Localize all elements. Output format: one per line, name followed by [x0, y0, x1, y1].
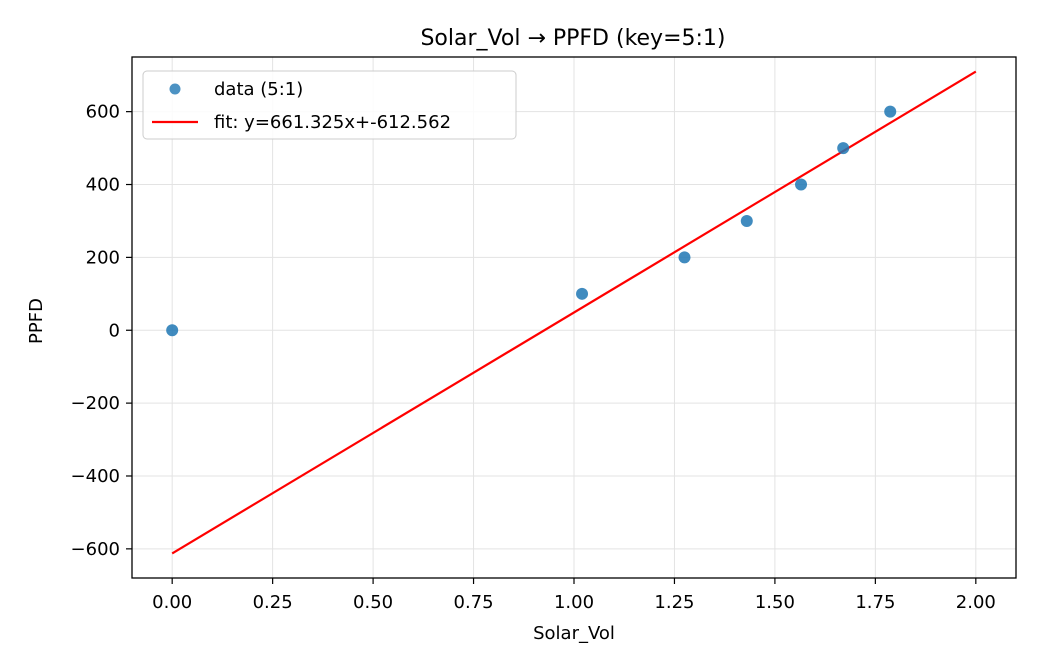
x-tick-label: 1.25 — [654, 592, 694, 613]
x-tick-label: 0.00 — [152, 592, 192, 613]
data-points — [166, 105, 897, 337]
x-tick-label: 0.50 — [353, 592, 393, 613]
y-tick-label: 0 — [109, 320, 120, 341]
x-tick-label: 0.25 — [253, 592, 293, 613]
legend-label-fit: fit: y=661.325x+-612.562 — [214, 112, 451, 133]
legend-box — [142, 70, 517, 140]
y-tick-label: 200 — [86, 247, 120, 268]
legend-label-data: data (5:1) — [214, 79, 303, 100]
y-tick-label: −400 — [71, 466, 120, 487]
x-tick-label: 0.75 — [454, 592, 494, 613]
y-axis-label: PPFD — [26, 298, 47, 344]
y-tick-label: −600 — [71, 539, 120, 560]
y-tick-label: −200 — [71, 393, 120, 414]
data-point — [740, 214, 753, 227]
data-point — [795, 178, 808, 191]
x-tick-label: 1.50 — [755, 592, 795, 613]
y-axis: −600 −400 −200 0 200 400 600 — [71, 102, 132, 560]
x-tick-label: 2.00 — [956, 592, 996, 613]
x-tick-label: 1.00 — [554, 592, 594, 613]
legend: data (5:1) fit: y=661.325x+-612.562 — [142, 70, 517, 140]
data-point — [837, 142, 850, 155]
y-tick-label: 400 — [86, 175, 120, 196]
chart-title: Solar_Vol → PPFD (key=5:1) — [420, 26, 725, 51]
y-tick-label: 600 — [86, 102, 120, 123]
grid — [132, 57, 1016, 578]
data-point — [678, 251, 691, 264]
x-axis-label: Solar_Vol — [533, 623, 615, 644]
data-point — [884, 105, 897, 118]
x-axis: 0.00 0.25 0.50 0.75 1.00 1.25 1.50 1.75 2.00 — [152, 578, 996, 613]
data-point — [166, 324, 179, 337]
legend-scatter-marker — [169, 83, 181, 95]
x-tick-label: 1.75 — [855, 592, 895, 613]
data-point — [576, 287, 589, 300]
